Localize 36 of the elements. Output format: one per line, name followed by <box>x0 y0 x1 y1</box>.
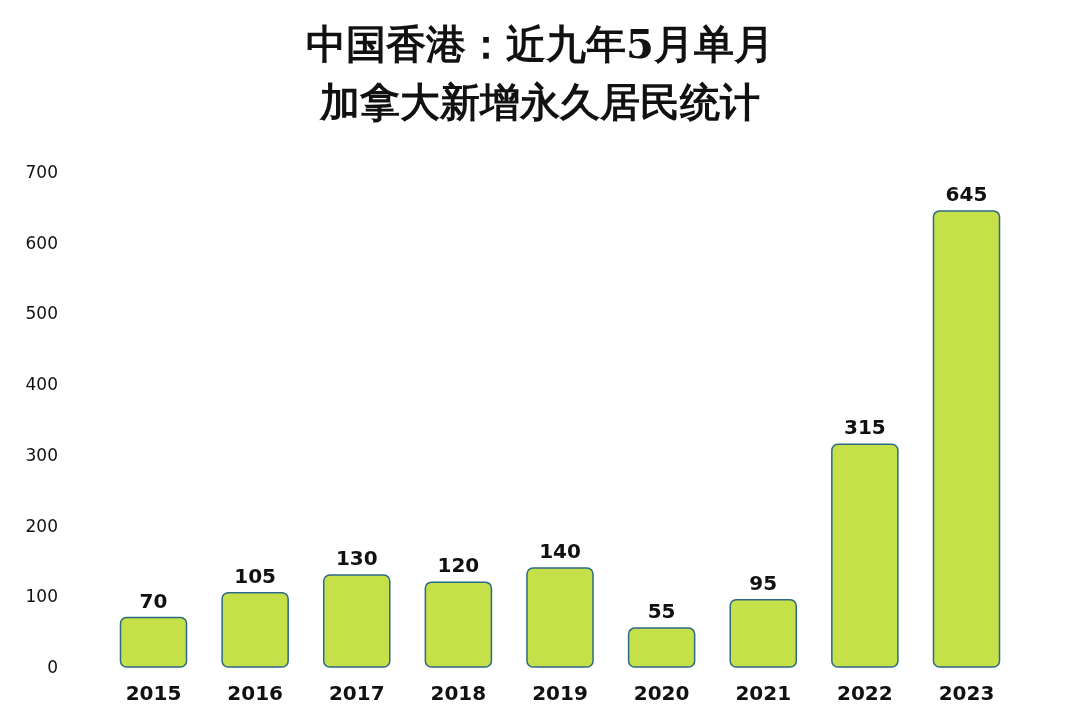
data-label: 130 <box>335 546 378 571</box>
y-tick-label: 300 <box>25 444 58 465</box>
bar <box>424 581 493 668</box>
x-tick-label: 2021 <box>735 681 792 705</box>
bar <box>627 627 696 668</box>
x-tick-label: 2020 <box>633 681 690 705</box>
x-tick-label: 2015 <box>125 681 182 705</box>
data-label: 55 <box>647 599 676 624</box>
data-label: 105 <box>234 563 277 588</box>
data-label: 70 <box>139 588 168 613</box>
data-label: 95 <box>749 570 778 595</box>
y-tick-label: 200 <box>25 515 58 536</box>
x-tick-label: 2023 <box>938 681 995 705</box>
data-label: 140 <box>539 539 581 563</box>
data-label: 315 <box>843 415 886 440</box>
x-tick-label: 2017 <box>328 681 385 705</box>
chart-title: 中国香港：近九年5月单月加拿大新增永久居民统计 <box>306 20 774 125</box>
bar <box>526 567 594 668</box>
x-tick-label: 2019 <box>532 681 588 705</box>
y-tick-label: 500 <box>25 303 58 324</box>
bar <box>831 443 899 668</box>
bar <box>729 599 798 668</box>
y-tick-label: 0 <box>47 656 58 677</box>
bar <box>322 574 391 668</box>
y-tick-label: 400 <box>25 374 58 395</box>
data-label: 120 <box>437 553 480 578</box>
x-tick-label: 2022 <box>837 681 893 705</box>
bar <box>221 592 289 668</box>
x-tick-label: 2018 <box>430 681 487 705</box>
y-tick-label: 100 <box>25 586 58 607</box>
y-tick-label: 700 <box>25 161 58 182</box>
bar <box>932 210 1001 668</box>
data-label: 645 <box>945 181 988 206</box>
y-tick-label: 600 <box>25 232 58 253</box>
x-tick-label: 2016 <box>227 681 283 705</box>
bar <box>119 616 188 668</box>
